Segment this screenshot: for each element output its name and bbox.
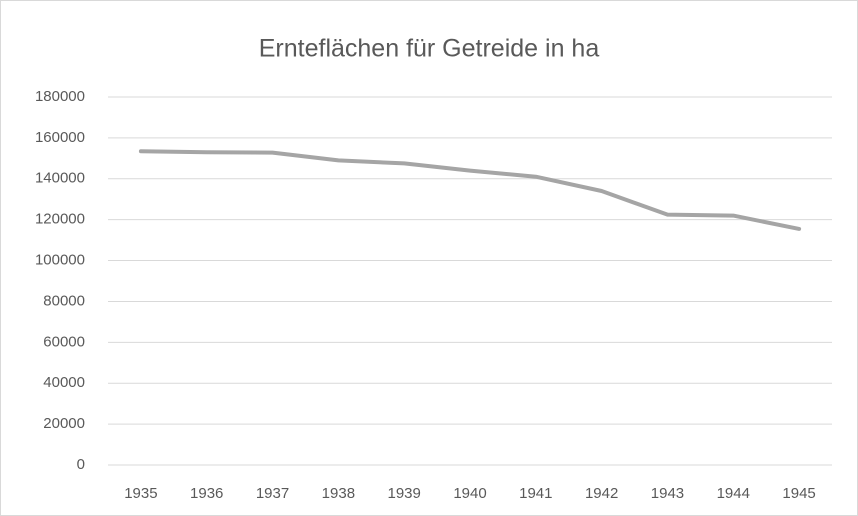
y-tick-label: 100000 — [35, 252, 85, 269]
x-tick-label: 1936 — [190, 485, 223, 502]
x-tick-label: 1945 — [782, 485, 815, 502]
y-tick-label: 180000 — [35, 88, 85, 105]
x-tick-label: 1940 — [453, 485, 486, 502]
x-tick-label: 1941 — [519, 485, 552, 502]
y-tick-label: 60000 — [43, 333, 85, 350]
x-tick-label: 1943 — [651, 485, 684, 502]
y-tick-label: 0 — [77, 456, 85, 473]
y-tick-label: 160000 — [35, 129, 85, 146]
line-series — [138, 149, 802, 231]
y-tick-label: 20000 — [43, 415, 85, 432]
y-tick-label: 140000 — [35, 170, 85, 187]
x-tick-label: 1939 — [387, 485, 420, 502]
x-tick-label: 1944 — [717, 485, 750, 502]
chart-title: Ernteflächen für Getreide in ha — [259, 35, 600, 63]
x-tick-label: 1935 — [124, 485, 157, 502]
y-tick-label: 80000 — [43, 292, 85, 309]
x-tick-label: 1942 — [585, 485, 618, 502]
x-tick-label: 1937 — [256, 485, 289, 502]
y-tick-label: 40000 — [43, 374, 85, 391]
x-tick-label: 1938 — [322, 485, 355, 502]
y-tick-label: 120000 — [35, 211, 85, 228]
